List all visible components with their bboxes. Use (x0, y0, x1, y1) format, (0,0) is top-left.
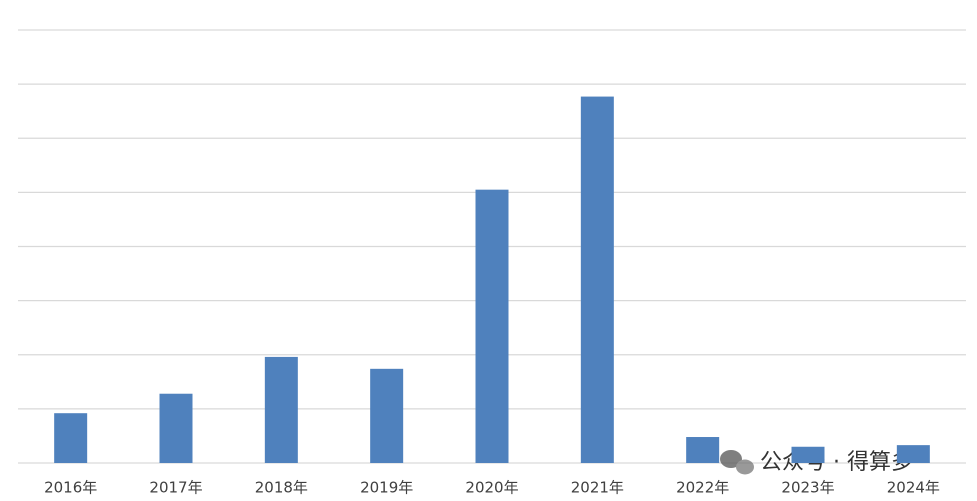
x-tick-label: 2022年 (676, 479, 729, 497)
x-tick-label: 2019年 (360, 479, 413, 497)
bar (264, 356, 298, 463)
watermark-icon (720, 450, 754, 475)
x-tick-label: 2017年 (149, 479, 202, 497)
bar (370, 368, 404, 463)
x-tick-label: 2021年 (571, 479, 624, 497)
x-tick-label: 2023年 (781, 479, 834, 497)
x-tick-label: 2024年 (887, 479, 940, 497)
bar (580, 96, 614, 463)
bar (791, 446, 825, 463)
x-tick-label: 2020年 (465, 479, 518, 497)
watermark: 公众号 · 得算多 (760, 450, 913, 475)
bar (54, 413, 88, 463)
bar (896, 445, 930, 463)
bar (686, 437, 720, 463)
x-tick-label: 2016年 (44, 479, 97, 497)
bar (159, 393, 193, 463)
bar (475, 189, 509, 463)
x-tick-label: 2018年 (255, 479, 308, 497)
